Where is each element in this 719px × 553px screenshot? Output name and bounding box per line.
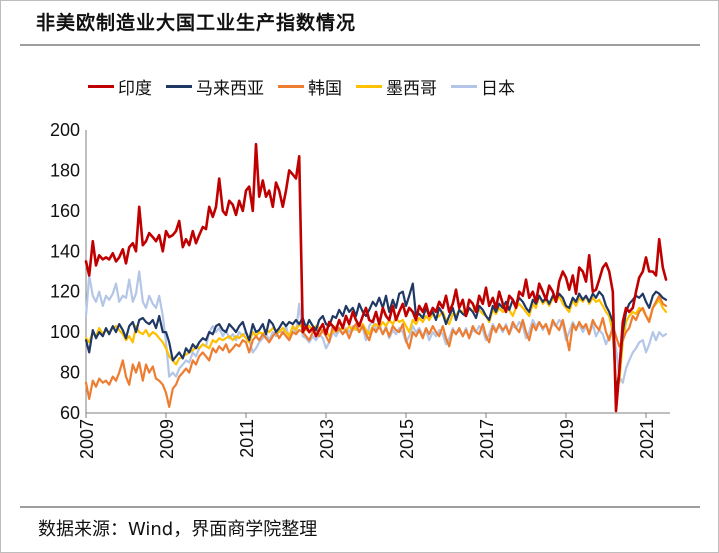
y-tick-label: 180	[50, 160, 80, 180]
x-tick-label: 2007	[77, 419, 97, 459]
title-divider	[20, 44, 700, 46]
legend-swatch-korea	[278, 85, 304, 88]
x-tick-label: 2013	[317, 419, 337, 459]
legend: 印度 马来西亚 韩国 墨西哥 日本	[88, 74, 529, 99]
legend-label-japan: 日本	[481, 79, 515, 99]
x-tick-label: 2021	[637, 419, 657, 459]
legend-item-india: 印度	[88, 74, 152, 99]
y-tick-label: 100	[50, 322, 80, 342]
x-tick-label: 2017	[477, 419, 497, 459]
source-note: 数据来源：Wind，界面商学院整理	[38, 519, 318, 540]
legend-swatch-malaysia	[166, 85, 192, 88]
y-tick-label: 200	[50, 120, 80, 140]
legend-swatch-japan	[451, 85, 477, 88]
legend-swatch-india	[88, 85, 114, 88]
series-line-japan	[84, 270, 668, 384]
x-tick-label: 2015	[397, 419, 417, 459]
line-chart: 60 80 100 120 140 160 180 200 2007 2009 2011 2013 20…	[50, 120, 670, 459]
y-tick-label: 60	[60, 403, 80, 423]
series-line-malaysia	[84, 282, 668, 394]
x-tick-label: 2011	[237, 419, 257, 458]
y-tick-label: 140	[50, 241, 80, 261]
source-divider	[20, 506, 700, 508]
legend-item-mexico: 墨西哥	[356, 74, 437, 99]
legend-label-mexico: 墨西哥	[386, 79, 437, 99]
chart-title: 非美欧制造业大国工业生产指数情况	[36, 12, 357, 34]
legend-label-korea: 韩国	[308, 79, 342, 99]
legend-item-korea: 韩国	[278, 74, 342, 99]
series-line-india	[84, 142, 668, 413]
legend-swatch-mexico	[356, 85, 382, 88]
legend-item-japan: 日本	[451, 74, 515, 99]
legend-label-india: 印度	[118, 79, 152, 99]
y-tick-label: 160	[50, 201, 80, 221]
y-tick-label: 80	[60, 363, 80, 383]
series-line-mexico	[84, 294, 668, 386]
legend-label-malaysia: 马来西亚	[196, 79, 264, 99]
y-tick-label: 120	[50, 282, 80, 302]
legend-item-malaysia: 马来西亚	[166, 74, 264, 99]
x-tick-label: 2019	[557, 419, 577, 459]
series-line-korea	[84, 294, 668, 408]
x-tick-label: 2009	[157, 419, 177, 459]
